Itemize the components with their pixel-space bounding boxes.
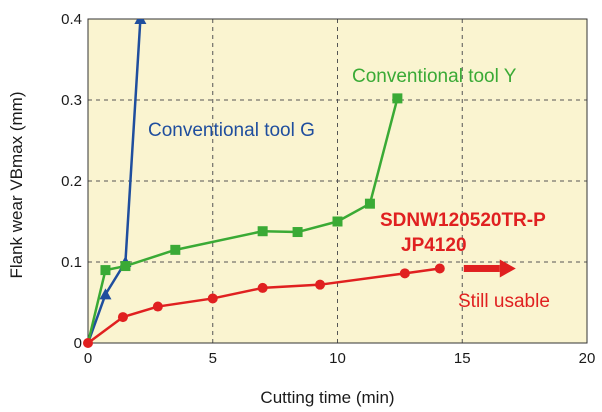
x-axis-title: Cutting time (min): [260, 388, 394, 407]
y-tick-label: 0.1: [61, 254, 82, 271]
label-conventional-tool-y: Conventional tool Y: [352, 66, 517, 87]
label-sdnw-grade: JP4120: [401, 235, 467, 256]
x-tick-label: 20: [579, 350, 596, 367]
data-series: [83, 19, 445, 348]
y-tick-label: 0.4: [61, 11, 82, 28]
label-still-usable: Still usable: [458, 291, 550, 312]
plot-frame: [87, 18, 588, 344]
label-sdnw-model: SDNW120520TR-P: [380, 210, 546, 231]
data-point: [100, 265, 111, 276]
data-point: [364, 198, 375, 209]
data-point: [170, 244, 181, 255]
data-point: [257, 282, 268, 293]
data-point: [292, 227, 303, 238]
data-point: [315, 279, 326, 290]
data-point: [434, 263, 445, 274]
data-point: [120, 261, 131, 272]
y-tick-label: 0.3: [61, 92, 82, 109]
data-point: [117, 312, 128, 323]
origin-point: [83, 338, 93, 348]
data-point: [257, 226, 268, 237]
data-point: [332, 216, 343, 227]
data-point: [99, 288, 112, 300]
data-point: [399, 268, 410, 279]
data-point: [134, 19, 147, 24]
series-line: [86, 19, 142, 344]
data-point: [207, 293, 218, 304]
data-point: [392, 93, 403, 104]
series-conventional-tool-y: [86, 93, 403, 344]
x-tick-label: 0: [84, 350, 92, 367]
gridlines: [88, 19, 587, 343]
y-tick-label: 0: [74, 335, 82, 352]
y-axis-title: Flank wear VBmax (mm): [7, 91, 26, 278]
x-tick-label: 10: [329, 350, 346, 367]
y-tick-label: 0.2: [61, 173, 82, 190]
data-point: [152, 301, 163, 312]
series-sdnw120520tr-p: [87, 263, 445, 345]
series-line: [87, 267, 440, 345]
x-tick-label: 15: [454, 350, 471, 367]
still-usable-arrow-icon: [463, 259, 516, 278]
annotations: Conventional tool G Conventional tool Y …: [148, 66, 550, 312]
label-conventional-tool-g: Conventional tool G: [148, 120, 315, 141]
tick-labels: 0 5 10 15 20 0 0.1 0.2 0.3 0.4: [61, 11, 595, 367]
x-tick-label: 5: [209, 350, 217, 367]
